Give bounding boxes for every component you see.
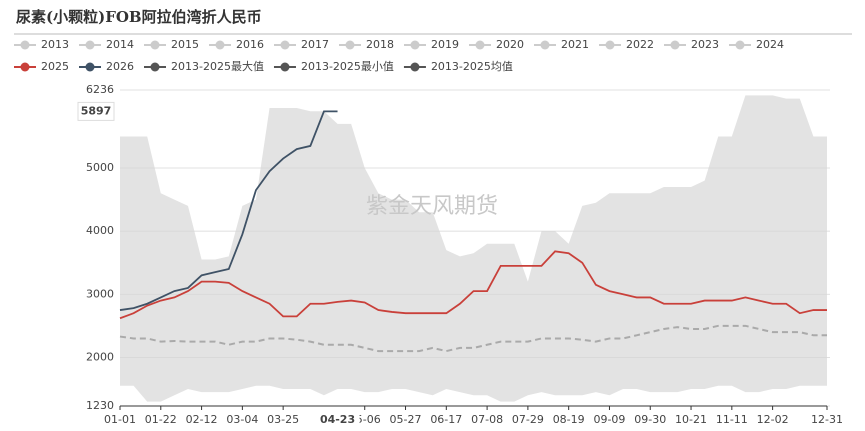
hover-x-box <box>315 411 360 429</box>
legend-entry[interactable]: 2013-2025最大值 <box>171 59 264 73</box>
legend-entry-inactive[interactable]: 2020 <box>496 38 524 51</box>
x-tick-label: 03-04 <box>226 413 258 426</box>
legend-icon <box>20 62 30 72</box>
hover-x-label: 04-23 <box>320 413 355 426</box>
legend-icon <box>85 62 95 72</box>
range-band <box>120 95 827 402</box>
x-tick-label: 01-01 <box>104 413 136 426</box>
legend-entry[interactable]: 2026 <box>106 60 134 73</box>
legend-entry[interactable]: 2025 <box>41 60 69 73</box>
x-tick-label: 07-08 <box>471 413 503 426</box>
legend-icon <box>410 40 420 50</box>
legend-entry-inactive[interactable]: 2014 <box>106 38 134 51</box>
x-tick-label: 02-12 <box>186 413 218 426</box>
watermark: 紫金天风期货 <box>366 194 498 219</box>
legend-entry-inactive[interactable]: 2015 <box>171 38 199 51</box>
legend-entry[interactable]: 2013-2025均值 <box>431 60 513 73</box>
series-line <box>119 250 827 320</box>
legend-icon <box>735 40 745 50</box>
plot: 1230 2000 3000 4000 5000 6236 01-01 01-22 02-12 0… <box>86 83 843 426</box>
legend-entry-inactive[interactable]: 2019 <box>431 38 459 51</box>
legend-entry-inactive[interactable]: 2023 <box>691 38 719 51</box>
legend-icon <box>20 40 30 50</box>
x-tick-label: 06-17 <box>430 413 462 426</box>
legend-entry-inactive[interactable]: 2018 <box>366 38 394 51</box>
legend-icon <box>540 40 550 50</box>
legend-entry-inactive[interactable]: 2017 <box>301 38 329 51</box>
series-line <box>119 110 338 311</box>
legend-icon <box>670 40 680 50</box>
legend-icon <box>605 40 615 50</box>
legend-icon <box>280 62 290 72</box>
y-tick-label: 3000 <box>86 287 114 300</box>
x-tick-label: 11-11 <box>716 413 748 426</box>
x-tick-label: 08-19 <box>553 413 585 426</box>
legend-icon <box>150 62 160 72</box>
legend-entry-inactive[interactable]: 2024 <box>756 38 784 51</box>
x-tick-label: 09-09 <box>593 413 625 426</box>
x-tick-label: 12-31 <box>811 413 843 426</box>
y-tick-label: 1230 <box>86 399 114 412</box>
hover-y-box <box>77 101 115 121</box>
legend-icon <box>215 40 225 50</box>
chart-title: 尿素(小颗粒)FOB阿拉伯湾折人民币 <box>16 8 262 26</box>
x-tick-label: 01-22 <box>145 413 177 426</box>
legend-entry-inactive[interactable]: 2013 <box>41 38 69 51</box>
legend-icon <box>475 40 485 50</box>
overlay: 5897 04-23 <box>77 101 360 429</box>
x-tick-label: 12-02 <box>757 413 789 426</box>
legend-entry-inactive[interactable]: 2016 <box>236 38 264 51</box>
legend-icon <box>280 40 290 50</box>
legend-entry-inactive[interactable]: 2022 <box>626 38 654 51</box>
legend-icon <box>85 40 95 50</box>
hover-y-label: 5897 <box>81 104 112 117</box>
x-tick-label: 09-30 <box>634 413 666 426</box>
y-tick-label: 5000 <box>86 161 114 174</box>
legend-icon <box>410 62 420 72</box>
legend-entry-inactive[interactable]: 2021 <box>561 38 589 51</box>
x-tick-label: 05-27 <box>390 413 422 426</box>
x-tick-label: 10-21 <box>675 413 707 426</box>
x-tick-label: 07-29 <box>512 413 544 426</box>
y-tick-label: 4000 <box>86 224 114 237</box>
y-tick-label: 6236 <box>86 83 114 96</box>
x-tick-label: 03-25 <box>267 413 299 426</box>
y-tick-label: 2000 <box>86 350 114 363</box>
legend-entry[interactable]: 2013-2025最小值 <box>301 60 394 73</box>
legend: 2013 2014 2015 2016 2017 2018 2019 2020 2021 2022… <box>14 38 784 73</box>
legend-icon <box>150 40 160 50</box>
legend-icon <box>345 40 355 50</box>
